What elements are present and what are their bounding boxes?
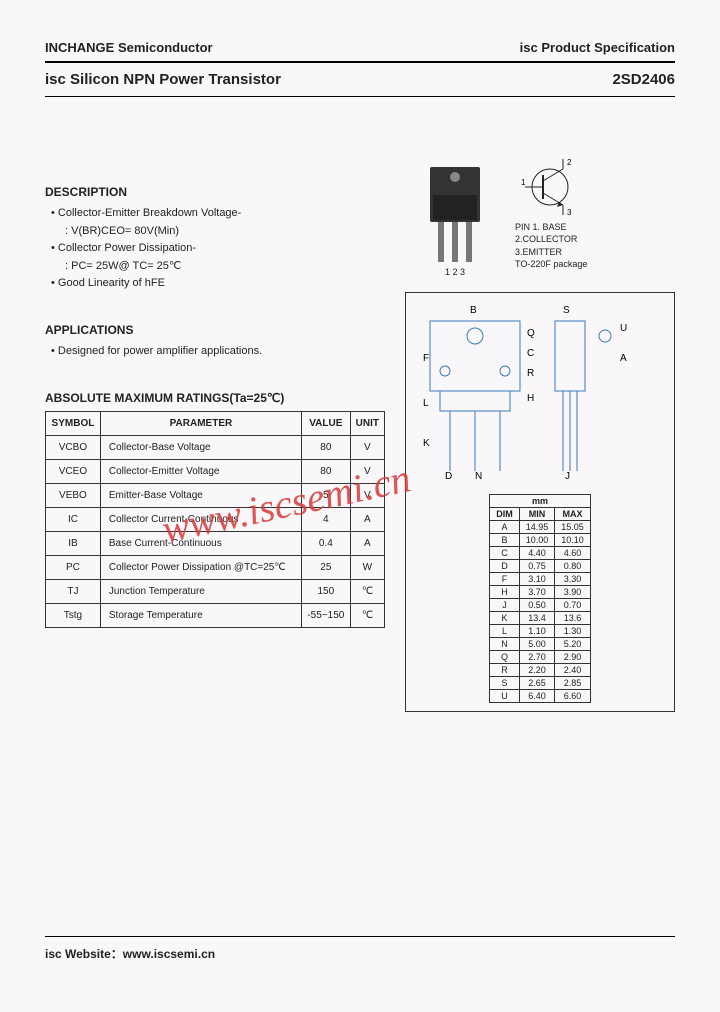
pin-label: PIN [515, 222, 530, 232]
desc-item-2: Collector Power Dissipation- [51, 240, 385, 258]
table-row: J0.500.70 [490, 599, 591, 612]
applications-list: Designed for power amplifier application… [45, 343, 385, 361]
svg-text:D: D [445, 471, 452, 481]
table-row: TstgStorage Temperature-55~150℃ [46, 603, 385, 627]
table-row: S2.652.85 [490, 677, 591, 690]
app-item: Designed for power amplifier application… [51, 343, 385, 361]
table-row: F3.103.30 [490, 573, 591, 586]
table-row: L1.101.30 [490, 625, 591, 638]
svg-text:1 2 3: 1 2 3 [445, 267, 465, 277]
svg-text:K: K [423, 438, 430, 449]
svg-text:U: U [620, 323, 627, 334]
dims-col-dim: DIM [490, 508, 520, 521]
outline-drawing: B S F Q R L H K D N J A U C mm DIM [405, 292, 675, 712]
description-list: Collector-Emitter Breakdown Voltage- : V… [45, 205, 385, 293]
table-row: IBBase Current-Continuous0.4A [46, 531, 385, 555]
table-row: VCEOCollector-Emitter Voltage80V [46, 459, 385, 483]
svg-text:3: 3 [567, 208, 572, 217]
header-row: INCHANGE Semiconductor isc Product Speci… [45, 40, 675, 55]
col-unit: UNIT [350, 411, 384, 435]
col-value: VALUE [301, 411, 350, 435]
part-number: 2SD2406 [612, 71, 675, 88]
svg-text:F: F [423, 353, 429, 364]
table-row: PCCollector Power Dissipation @TC=25℃25W [46, 555, 385, 579]
desc-sub-2: : PC= 25W@ TC= 25℃ [51, 258, 385, 276]
table-row: A14.9515.05 [490, 521, 591, 534]
svg-text:L: L [423, 398, 429, 409]
table-row: K13.413.6 [490, 612, 591, 625]
svg-text:S: S [563, 305, 570, 316]
table-row: Q2.702.90 [490, 651, 591, 664]
col-parameter: PARAMETER [100, 411, 301, 435]
table-row: U6.406.60 [490, 690, 591, 703]
dims-col-max: MAX [555, 508, 591, 521]
svg-text:J: J [565, 471, 570, 481]
ratings-header-row: SYMBOL PARAMETER VALUE UNIT [46, 411, 385, 435]
svg-text:R: R [527, 368, 534, 379]
pkg-type: TO-220F package [515, 258, 587, 271]
svg-text:H: H [527, 393, 534, 404]
title-row: isc Silicon NPN Power Transistor 2SD2406 [45, 61, 675, 97]
svg-text:N: N [475, 471, 482, 481]
table-row: VEBOEmitter-Base Voltage5V [46, 483, 385, 507]
applications-heading: APPLICATIONS [45, 323, 385, 337]
dims-mm: mm [490, 495, 591, 508]
outline-svg: B S F Q R L H K D N J A U C [414, 301, 666, 481]
product-title: isc Silicon NPN Power Transistor [45, 71, 281, 88]
ratings-heading: ABSOLUTE MAXIMUM RATINGS(Ta=25℃) [45, 391, 385, 405]
spec-label: isc Product Specification [520, 40, 675, 55]
desc-item-3: Good Linearity of hFE [51, 275, 385, 293]
pin-info: 1 2 3 PIN 1. BASE 2.COLLECTOR 3.EMITTER … [515, 157, 587, 277]
table-row: ICCollector Current-Continuous4A [46, 507, 385, 531]
desc-item-1: Collector-Emitter Breakdown Voltage- [51, 205, 385, 223]
package-area: 1 2 3 1 2 3 PIN 1. BASE 2.COLLEC [405, 157, 675, 277]
table-row: VCBOCollector-Base Voltage80V [46, 435, 385, 459]
table-row: N5.005.20 [490, 638, 591, 651]
company-name: INCHANGE Semiconductor [45, 40, 213, 55]
table-row: C4.404.60 [490, 547, 591, 560]
svg-text:2: 2 [567, 158, 572, 167]
table-row: R2.202.40 [490, 664, 591, 677]
transistor-symbol-icon: 1 2 3 [515, 157, 585, 217]
svg-text:1: 1 [521, 178, 526, 187]
pin-1: 1. BASE [533, 222, 567, 232]
svg-text:C: C [527, 348, 534, 359]
col-symbol: SYMBOL [46, 411, 101, 435]
dimensions-table: mm DIM MIN MAX A14.9515.05B10.0010.10C4.… [489, 494, 591, 703]
table-row: B10.0010.10 [490, 534, 591, 547]
svg-text:B: B [470, 305, 477, 316]
pin-2: 2.COLLECTOR [515, 233, 587, 246]
footer-text: isc Website：www.iscsemi.cn [45, 945, 215, 962]
package-icon: 1 2 3 [405, 157, 505, 277]
dims-col-min: MIN [519, 508, 555, 521]
ratings-table: SYMBOL PARAMETER VALUE UNIT VCBOCollecto… [45, 411, 385, 628]
footer-rule [45, 936, 675, 937]
desc-sub-1: : V(BR)CEO= 80V(Min) [51, 223, 385, 241]
svg-text:Q: Q [527, 328, 535, 339]
table-row: D0.750.80 [490, 560, 591, 573]
pin-3: 3.EMITTER [515, 246, 587, 259]
description-heading: DESCRIPTION [45, 185, 385, 199]
table-row: TJJunction Temperature150℃ [46, 579, 385, 603]
svg-text:A: A [620, 353, 627, 364]
table-row: H3.703.90 [490, 586, 591, 599]
